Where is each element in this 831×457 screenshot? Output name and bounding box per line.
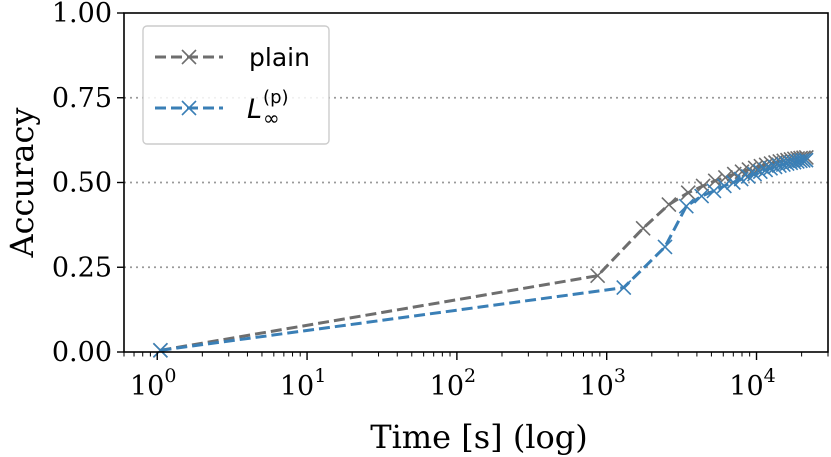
data-point-marker: [762, 160, 779, 176]
legend-marker-stroke: [181, 100, 197, 116]
data-point-marker-stroke: [795, 152, 811, 169]
axes: [117, 12, 829, 360]
series-line-1: [160, 158, 807, 352]
y-tick-label: 1.00: [52, 0, 112, 29]
legend-label-linf: L(p): [247, 87, 289, 125]
legend-marker: [181, 100, 197, 116]
data-point-marker: [792, 153, 808, 169]
legend-label-plain: plain: [249, 43, 310, 72]
x-tick-label: 104: [729, 365, 775, 402]
x-tick-label: 100: [130, 365, 176, 402]
data-point-marker-stroke: [590, 268, 606, 284]
data-point-marker: [616, 280, 632, 296]
data-point-marker: [783, 155, 799, 171]
data-point-marker: [661, 196, 677, 213]
tick-labels: 0.00 0.25 0.50 0.75 1.00 100 101 102 103 104: [52, 0, 776, 402]
legend-marker-stroke: [181, 49, 197, 65]
data-point-marker: [798, 152, 814, 168]
data-point-marker-stroke: [695, 178, 711, 194]
data-point-marker-stroke: [762, 160, 779, 176]
y-tick-label: 0.50: [52, 168, 112, 199]
data-point-marker: [716, 178, 732, 194]
data-point-marker: [725, 174, 741, 191]
y-tick-label: 0.75: [52, 83, 112, 114]
x-tick-label: 102: [430, 365, 476, 402]
y-tick-label: 0.25: [52, 252, 112, 283]
y-axis-label: Accuracy: [3, 108, 41, 259]
data-point-marker-stroke: [792, 153, 808, 169]
data-point-marker-stroke: [616, 280, 632, 296]
data-point-marker-stroke: [635, 220, 651, 236]
legend-marker: [181, 49, 197, 65]
data-point-marker-stroke: [680, 185, 696, 201]
data-point-marker: [590, 268, 606, 284]
data-point-marker-stroke: [707, 173, 723, 189]
data-point-marker: [678, 198, 694, 214]
data-point-marker: [694, 188, 710, 204]
series-group: [152, 149, 814, 358]
data-point-marker: [758, 162, 774, 178]
x-tick-label: 103: [579, 365, 625, 402]
data-point-marker-stroke: [767, 159, 783, 175]
data-point-marker-stroke: [783, 155, 799, 171]
data-point-marker: [152, 342, 168, 358]
data-point-marker-stroke: [657, 239, 673, 255]
data-point-marker-stroke: [678, 198, 694, 214]
data-point-marker-stroke: [716, 178, 732, 194]
data-point-marker: [746, 166, 763, 182]
legend: plain L(p)∞: [142, 25, 330, 145]
data-point-marker: [657, 239, 673, 255]
data-point-marker: [706, 183, 722, 199]
data-point-marker-stroke: [694, 188, 710, 204]
data-point-marker-stroke: [152, 342, 168, 358]
data-point-marker-stroke: [798, 152, 814, 168]
data-point-marker: [635, 220, 651, 236]
data-point-marker-stroke: [725, 174, 741, 191]
data-point-marker-stroke: [786, 154, 802, 170]
data-point-marker: [795, 152, 811, 169]
data-point-marker: [767, 159, 783, 175]
data-point-marker: [680, 185, 696, 201]
data-point-marker-stroke: [746, 166, 763, 182]
y-tick-label: 0.00: [52, 337, 112, 368]
data-point-marker-stroke: [758, 162, 774, 178]
data-point-marker: [752, 164, 768, 180]
data-point-marker: [786, 154, 802, 170]
data-point-marker-stroke: [661, 196, 677, 213]
data-point-marker-stroke: [752, 164, 768, 180]
data-point-marker-stroke: [706, 183, 722, 199]
x-tick-label: 101: [280, 365, 326, 402]
x-axis-label: Time [s] (log): [370, 418, 588, 456]
legend-label-subscript: ∞: [263, 106, 280, 130]
